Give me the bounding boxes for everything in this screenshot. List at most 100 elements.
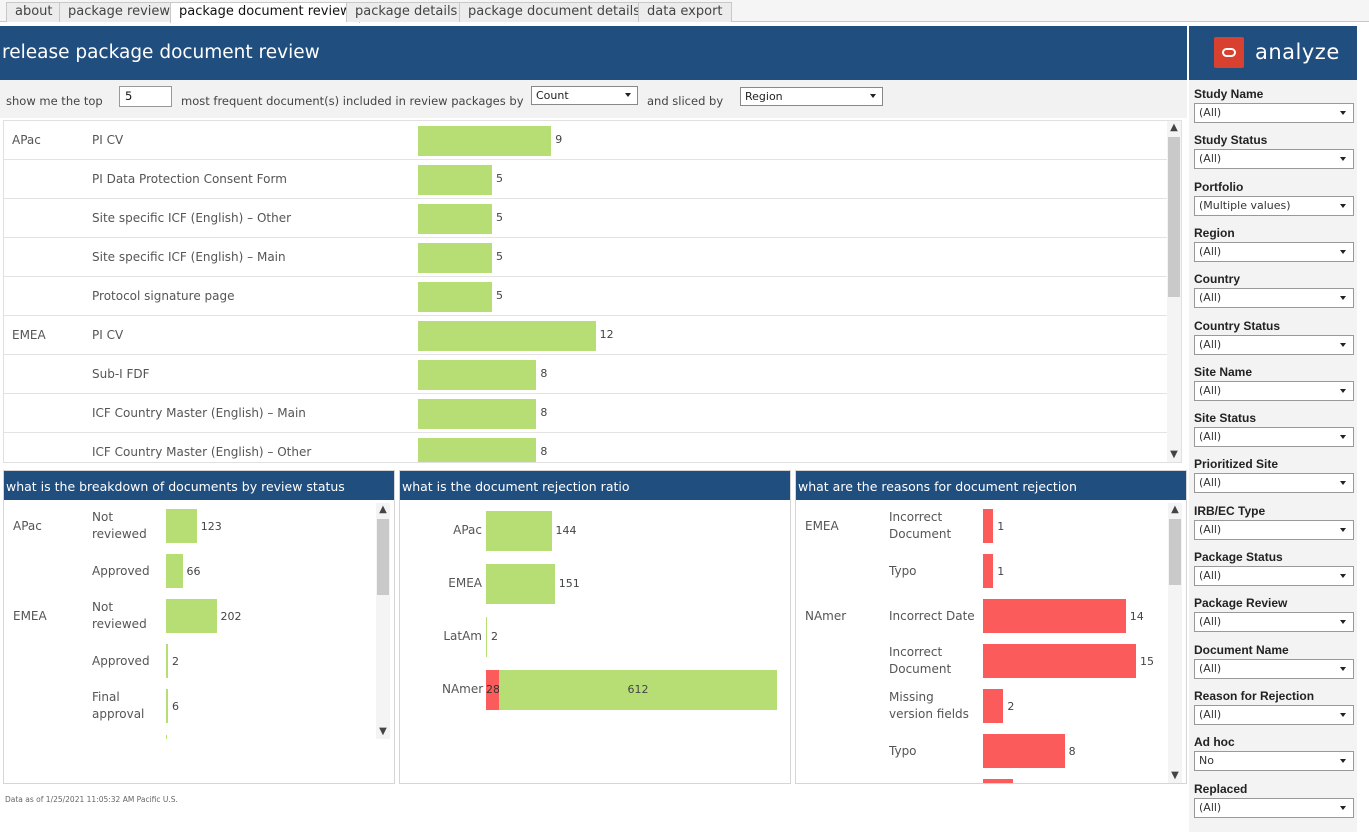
approved-count: 612 bbox=[627, 683, 649, 696]
document-bar[interactable] bbox=[418, 321, 596, 351]
scroll-thumb[interactable] bbox=[1168, 137, 1180, 297]
tab-about[interactable]: about bbox=[6, 2, 62, 22]
scroll-up-icon[interactable]: ▲ bbox=[1170, 122, 1178, 133]
top-n-input[interactable]: 5 bbox=[119, 86, 172, 107]
reason-label: Missing version fields bbox=[889, 690, 969, 721]
approved-bar[interactable] bbox=[486, 617, 487, 657]
region-label: EMEA bbox=[448, 576, 482, 590]
status-label: Final approval bbox=[92, 690, 145, 721]
filter-dropdown-ad-hoc[interactable]: No bbox=[1194, 751, 1354, 772]
document-bar[interactable] bbox=[418, 126, 552, 156]
filter-value: (All) bbox=[1199, 522, 1222, 536]
panel-header: what is the breakdown of documents by re… bbox=[4, 471, 394, 500]
status-bar[interactable] bbox=[166, 599, 217, 633]
reason-label: Incorrect Date bbox=[889, 609, 975, 623]
reason-bar[interactable] bbox=[983, 644, 1136, 678]
scroll-down-icon[interactable]: ▼ bbox=[1170, 449, 1178, 460]
filter-label-site-name: Site Name bbox=[1194, 364, 1253, 379]
rejected-bar[interactable] bbox=[486, 670, 499, 710]
chevron-down-icon bbox=[1340, 388, 1346, 393]
filter-dropdown-package-status[interactable]: (All) bbox=[1194, 566, 1354, 586]
reason-bar[interactable] bbox=[983, 689, 1004, 723]
document-bar[interactable] bbox=[418, 282, 492, 312]
tab-package-document-details[interactable]: package document details bbox=[459, 2, 650, 22]
table-row: Site specific ICF (English) – Main 5 bbox=[4, 238, 1167, 277]
scroll-up-icon[interactable]: ▲ bbox=[379, 504, 387, 515]
reason-bar bbox=[983, 779, 1013, 783]
tab-package-review[interactable]: package review bbox=[59, 2, 180, 22]
reason-bar[interactable] bbox=[983, 554, 994, 588]
status-bar[interactable] bbox=[166, 644, 168, 678]
status-bar[interactable] bbox=[166, 689, 168, 723]
approved-bar[interactable] bbox=[498, 670, 778, 710]
measure-dropdown[interactable]: Count bbox=[531, 86, 638, 105]
document-label: PI Data Protection Consent Form bbox=[92, 172, 287, 186]
filter-dropdown-package-review[interactable]: (All) bbox=[1194, 612, 1354, 633]
tab-package-document-review[interactable]: package document review bbox=[170, 2, 360, 23]
document-bar[interactable] bbox=[418, 438, 537, 462]
filter-dropdown-irb-ec-type[interactable]: (All) bbox=[1194, 519, 1354, 540]
reason-bar[interactable] bbox=[983, 509, 994, 543]
chevron-down-icon bbox=[1340, 296, 1346, 301]
reason-count: 2 bbox=[1007, 700, 1015, 713]
table-row: ICF Country Master (English) – Main 8 bbox=[4, 394, 1167, 433]
document-bar[interactable] bbox=[418, 204, 492, 234]
chevron-down-icon bbox=[1340, 527, 1346, 532]
filter-dropdown-study-name[interactable]: (All) bbox=[1194, 103, 1354, 123]
filter-dropdown-region[interactable]: (All) bbox=[1194, 241, 1354, 262]
filter-dropdown-site-status[interactable]: (All) bbox=[1194, 427, 1354, 448]
document-bar[interactable] bbox=[418, 243, 492, 273]
top-documents-chart: APac PI CV 9 PI Data Protection Consent … bbox=[3, 120, 1182, 463]
chevron-down-icon bbox=[1340, 574, 1346, 578]
filter-dropdown-replaced[interactable]: (All) bbox=[1194, 797, 1354, 818]
chevron-down-icon bbox=[1340, 203, 1346, 208]
filter-dropdown-study-status[interactable]: (All) bbox=[1194, 149, 1354, 170]
slice-dropdown[interactable]: Region bbox=[740, 87, 883, 106]
scroll-down-icon[interactable]: ▼ bbox=[379, 726, 387, 737]
document-bar[interactable] bbox=[418, 399, 537, 429]
reason-label: Incorrect Document bbox=[889, 645, 952, 676]
filter-dropdown-portfolio[interactable]: (Multiple values) bbox=[1194, 195, 1354, 216]
oracle-logo-icon bbox=[1214, 37, 1244, 68]
filter-dropdown-reason-for-rejection[interactable]: (All) bbox=[1194, 704, 1354, 725]
approved-bar[interactable] bbox=[486, 511, 552, 551]
filter-dropdown-document-name[interactable]: (All) bbox=[1194, 658, 1354, 679]
status-bar[interactable] bbox=[166, 554, 183, 588]
document-count: 9 bbox=[555, 133, 563, 146]
rejection-reasons-panel: what are the reasons for document reject… bbox=[795, 470, 1187, 784]
tab-package-details[interactable]: package details bbox=[346, 2, 467, 22]
scroll-thumb[interactable] bbox=[377, 519, 389, 595]
document-label: ICF Country Master (English) – Other bbox=[92, 445, 312, 459]
chevron-down-icon bbox=[1340, 805, 1346, 810]
filter-label-ad-hoc: Ad hoc bbox=[1194, 735, 1235, 750]
panel-header: what is the document rejection ratio bbox=[400, 471, 790, 500]
tab-data-export[interactable]: data export bbox=[638, 2, 732, 22]
status-bar[interactable] bbox=[166, 509, 197, 543]
chevron-down-icon bbox=[1340, 111, 1346, 115]
document-count: 12 bbox=[599, 328, 614, 341]
scroll-thumb[interactable] bbox=[1169, 519, 1181, 585]
scroll-down-icon[interactable]: ▼ bbox=[1171, 770, 1179, 781]
panel-title: what is the document rejection ratio bbox=[402, 479, 630, 494]
panel-scrollbar[interactable]: ▲ ▼ bbox=[1168, 503, 1182, 783]
document-bar[interactable] bbox=[418, 360, 537, 390]
filter-dropdown-prioritized-site[interactable]: (All) bbox=[1194, 473, 1354, 494]
reason-bar[interactable] bbox=[983, 734, 1065, 768]
reason-bar[interactable] bbox=[983, 599, 1126, 633]
document-bar[interactable] bbox=[418, 165, 492, 195]
rejection-ratio-panel: what is the document rejection ratio APa… bbox=[399, 470, 791, 784]
main-scrollbar[interactable]: ▲ ▼ bbox=[1167, 121, 1181, 462]
data-timestamp: Data as of 1/25/2021 11:05:32 AM Pacific… bbox=[5, 795, 178, 804]
approved-bar[interactable] bbox=[486, 564, 555, 604]
status-count: 66 bbox=[186, 565, 201, 578]
filter-dropdown-country[interactable]: (All) bbox=[1194, 288, 1354, 309]
status-count: 2 bbox=[172, 655, 179, 668]
scroll-up-icon[interactable]: ▲ bbox=[1171, 504, 1179, 515]
panel-scrollbar[interactable]: ▲ ▼ bbox=[376, 503, 390, 739]
filter-dropdown-site-name[interactable]: (All) bbox=[1194, 380, 1354, 401]
document-count: 5 bbox=[496, 250, 503, 263]
region-label: APac bbox=[12, 133, 41, 147]
reason-label: Typo bbox=[889, 744, 917, 758]
filter-dropdown-country-status[interactable]: (All) bbox=[1194, 334, 1354, 355]
filter-value: (All) bbox=[1199, 244, 1222, 258]
